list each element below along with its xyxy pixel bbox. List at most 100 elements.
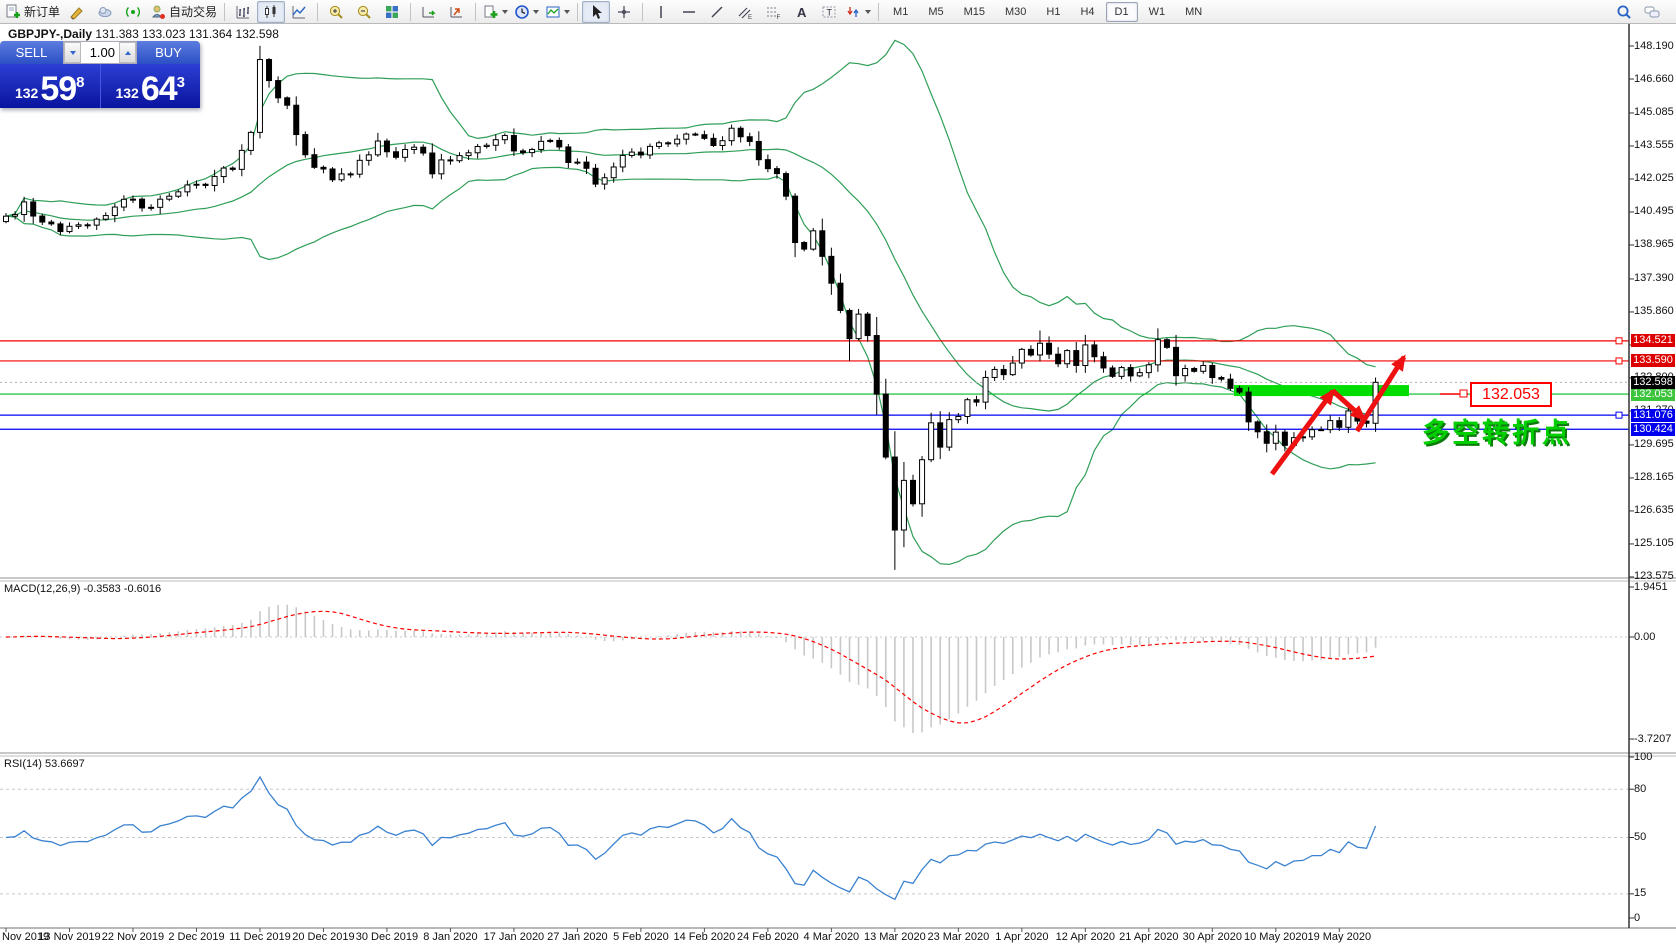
community-button[interactable] (91, 1, 119, 23)
hline-handle-133.590[interactable] (1615, 357, 1623, 365)
candle-body (973, 399, 980, 403)
candle-body (665, 142, 672, 145)
tile-windows-button[interactable] (378, 1, 406, 23)
candle-body (919, 459, 926, 505)
candle-body (275, 80, 282, 99)
candle-body (982, 376, 989, 403)
candle-body (773, 168, 780, 175)
fibonacci-button[interactable]: F (759, 1, 787, 23)
timeframe-m15-button[interactable]: M15 (963, 5, 985, 18)
marker-tool-button[interactable] (63, 1, 91, 23)
timeframe-mn-button[interactable]: MN (1185, 5, 1203, 18)
chat-button[interactable] (1638, 1, 1666, 23)
timeframe-m1-button[interactable]: M1 (893, 5, 909, 18)
candle-body (710, 137, 717, 147)
svg-text:A: A (797, 5, 807, 20)
search-button[interactable] (1610, 1, 1638, 23)
price-label-handle[interactable] (1459, 389, 1468, 398)
candle-body (1236, 387, 1243, 393)
price-annotation-label[interactable]: 132.053 (1470, 382, 1552, 407)
sell-button[interactable]: SELL (0, 41, 63, 64)
auto-trading-button[interactable]: 自动交易 (147, 1, 220, 23)
candle-body (683, 133, 690, 140)
buy-price[interactable]: 132 64 3 (100, 64, 200, 108)
candle-body (84, 224, 91, 227)
candle-body (1055, 353, 1062, 365)
bollinger-upper-band[interactable] (5, 39, 1376, 368)
trendline-button[interactable] (703, 1, 731, 23)
buy-button[interactable]: BUY (137, 41, 200, 64)
horizontal-line-button[interactable] (675, 1, 703, 23)
clock-icon (515, 4, 529, 19)
template-icon (546, 6, 560, 17)
doc-plus-icon (6, 4, 20, 18)
candle-body (501, 135, 508, 141)
crosshair-button[interactable] (610, 1, 638, 23)
candle-body (692, 133, 699, 136)
cursor-icon (593, 4, 603, 19)
timeframe-w1-button[interactable]: W1 (1148, 5, 1166, 18)
cursor-button[interactable] (582, 0, 611, 23)
bollinger-middle-band[interactable] (5, 141, 1376, 416)
trend-arrow-1[interactable] (1269, 388, 1336, 476)
hline-handle-131.076[interactable] (1615, 411, 1623, 419)
candle-body (728, 127, 735, 142)
arrows-button[interactable] (843, 1, 874, 23)
candle-body (583, 161, 590, 169)
candle-body (837, 282, 844, 311)
candle-body (510, 135, 517, 152)
vertical-line-button[interactable] (647, 1, 675, 23)
new-order-button[interactable]: 新订单 (2, 1, 63, 23)
candle-body (610, 166, 617, 179)
indicators-button[interactable] (480, 1, 511, 23)
line-chart-button[interactable] (285, 1, 313, 23)
candle-body (229, 167, 236, 170)
signals-button[interactable] (119, 1, 147, 23)
candle-body (1263, 431, 1270, 444)
candle-body (538, 140, 545, 150)
bollinger-lower-band[interactable] (5, 166, 1376, 566)
trend-arrow-2[interactable] (1331, 389, 1367, 422)
text-label-button[interactable]: T (815, 1, 843, 23)
auto-scroll-button[interactable] (415, 1, 443, 23)
candle-body (819, 230, 826, 257)
rsi-line[interactable] (5, 775, 1377, 901)
macd-signal-line[interactable] (5, 610, 1376, 724)
zoom-in-button[interactable] (322, 1, 350, 23)
zoom-out-button[interactable] (350, 1, 378, 23)
timeframe-d1-button[interactable]: D1 (1105, 1, 1138, 22)
sell-price-pip: 8 (76, 74, 85, 91)
candle-body (347, 173, 354, 176)
timeframe-h1-button[interactable]: H1 (1046, 5, 1061, 18)
equidistant-channel-button[interactable]: E (731, 1, 759, 23)
candle-body (1245, 391, 1252, 423)
candle-body (846, 309, 853, 340)
candle-body (102, 215, 109, 220)
turning-point-annotation[interactable]: 多空转折点 (1422, 418, 1572, 448)
hline-handle-134.521[interactable] (1615, 337, 1623, 345)
main-toolbar: 新订单 自动交易 E F A T M1 M5 M15 M30 H1 H4 D1 W1 MN (0, 0, 1676, 24)
periods-button[interactable] (511, 1, 542, 23)
timeframe-h4-button[interactable]: H4 (1080, 5, 1095, 18)
volume-increase-button[interactable] (119, 42, 136, 63)
bar-chart-button[interactable] (229, 1, 257, 23)
sell-price[interactable]: 132 59 8 (0, 64, 101, 108)
volume-decrease-button[interactable] (64, 42, 81, 63)
candle-body (1145, 364, 1152, 374)
timeframe-m5-button[interactable]: M5 (928, 5, 944, 18)
timeframe-m30-button[interactable]: M30 (1005, 5, 1027, 18)
candle-body (674, 138, 681, 145)
volume-input[interactable] (81, 42, 119, 63)
trend-arrow-3[interactable] (1354, 354, 1407, 433)
toolbar-separator (642, 2, 644, 21)
candle-body (1046, 342, 1053, 355)
arrows-icon (847, 6, 859, 17)
candlestick-chart-button[interactable] (257, 0, 286, 23)
text-button[interactable]: A (787, 1, 815, 23)
dropdown-caret (502, 9, 509, 14)
templates-button[interactable] (542, 1, 573, 23)
buy-price-pip: 3 (176, 74, 186, 91)
candle-body (764, 159, 771, 170)
chart-shift-button[interactable] (443, 1, 471, 23)
